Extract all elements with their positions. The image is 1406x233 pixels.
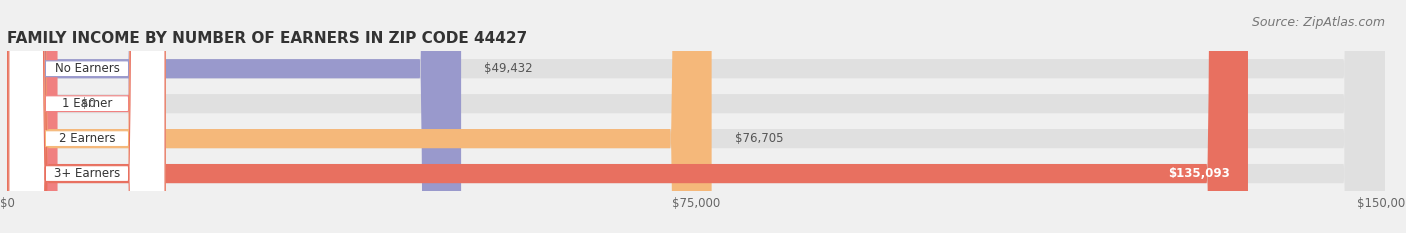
FancyBboxPatch shape xyxy=(7,0,1249,233)
Text: $49,432: $49,432 xyxy=(484,62,533,75)
FancyBboxPatch shape xyxy=(7,0,711,233)
Text: 1 Earner: 1 Earner xyxy=(62,97,112,110)
FancyBboxPatch shape xyxy=(7,0,461,233)
Text: $76,705: $76,705 xyxy=(734,132,783,145)
Text: $135,093: $135,093 xyxy=(1168,167,1230,180)
FancyBboxPatch shape xyxy=(7,0,1385,233)
Text: $0: $0 xyxy=(80,97,96,110)
FancyBboxPatch shape xyxy=(7,0,1385,233)
Text: 3+ Earners: 3+ Earners xyxy=(53,167,120,180)
Text: Source: ZipAtlas.com: Source: ZipAtlas.com xyxy=(1251,16,1385,29)
FancyBboxPatch shape xyxy=(8,0,165,233)
Text: FAMILY INCOME BY NUMBER OF EARNERS IN ZIP CODE 44427: FAMILY INCOME BY NUMBER OF EARNERS IN ZI… xyxy=(7,31,527,46)
FancyBboxPatch shape xyxy=(8,0,165,233)
FancyBboxPatch shape xyxy=(7,0,1385,233)
Text: No Earners: No Earners xyxy=(55,62,120,75)
FancyBboxPatch shape xyxy=(8,0,165,233)
Text: 2 Earners: 2 Earners xyxy=(59,132,115,145)
FancyBboxPatch shape xyxy=(7,0,1385,233)
FancyBboxPatch shape xyxy=(7,0,58,233)
FancyBboxPatch shape xyxy=(8,0,165,233)
